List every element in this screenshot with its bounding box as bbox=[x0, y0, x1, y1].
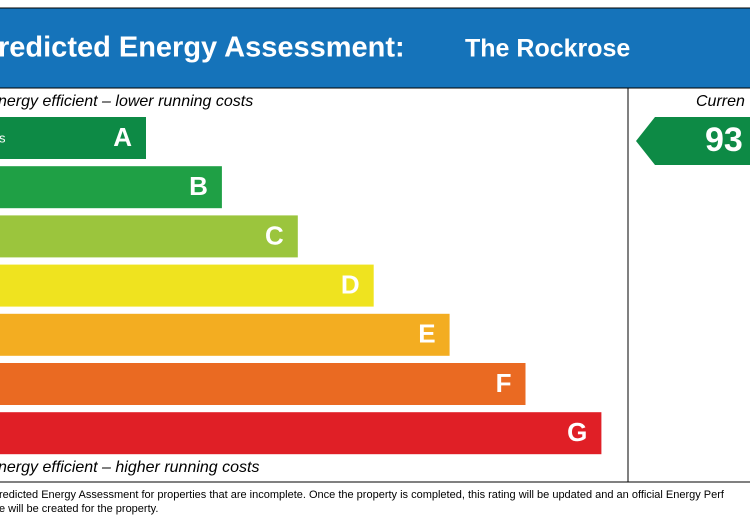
current-value: 93 bbox=[705, 121, 743, 159]
header-title: redicted Energy Assessment: bbox=[0, 32, 405, 64]
footer-line: redicted Energy Assessment for propertie… bbox=[0, 489, 725, 501]
rating-band bbox=[0, 313, 450, 356]
rating-band bbox=[0, 166, 222, 209]
current-heading: Curren bbox=[696, 93, 745, 110]
rating-band bbox=[0, 363, 526, 405]
rating-band bbox=[0, 264, 374, 307]
rating-band bbox=[0, 412, 602, 455]
header-bar bbox=[0, 7, 750, 89]
property-name: The Rockrose bbox=[465, 35, 630, 63]
rating-band bbox=[0, 117, 146, 159]
bottom-note: nergy efficient – higher running costs bbox=[0, 459, 259, 476]
rating-band bbox=[0, 215, 298, 258]
band-range: s bbox=[0, 130, 6, 145]
band-letter: F bbox=[496, 368, 512, 398]
band-letter: A bbox=[113, 122, 132, 152]
band-letter: D bbox=[341, 269, 360, 299]
band-letter: E bbox=[418, 319, 435, 349]
current-arrow bbox=[636, 117, 750, 165]
band-letter: B bbox=[189, 171, 208, 201]
top-note: nergy efficient – lower running costs bbox=[0, 93, 253, 110]
band-letter: C bbox=[265, 220, 284, 250]
band-letter: G bbox=[567, 417, 587, 447]
footer-line: e will be created for the property. bbox=[0, 503, 158, 515]
